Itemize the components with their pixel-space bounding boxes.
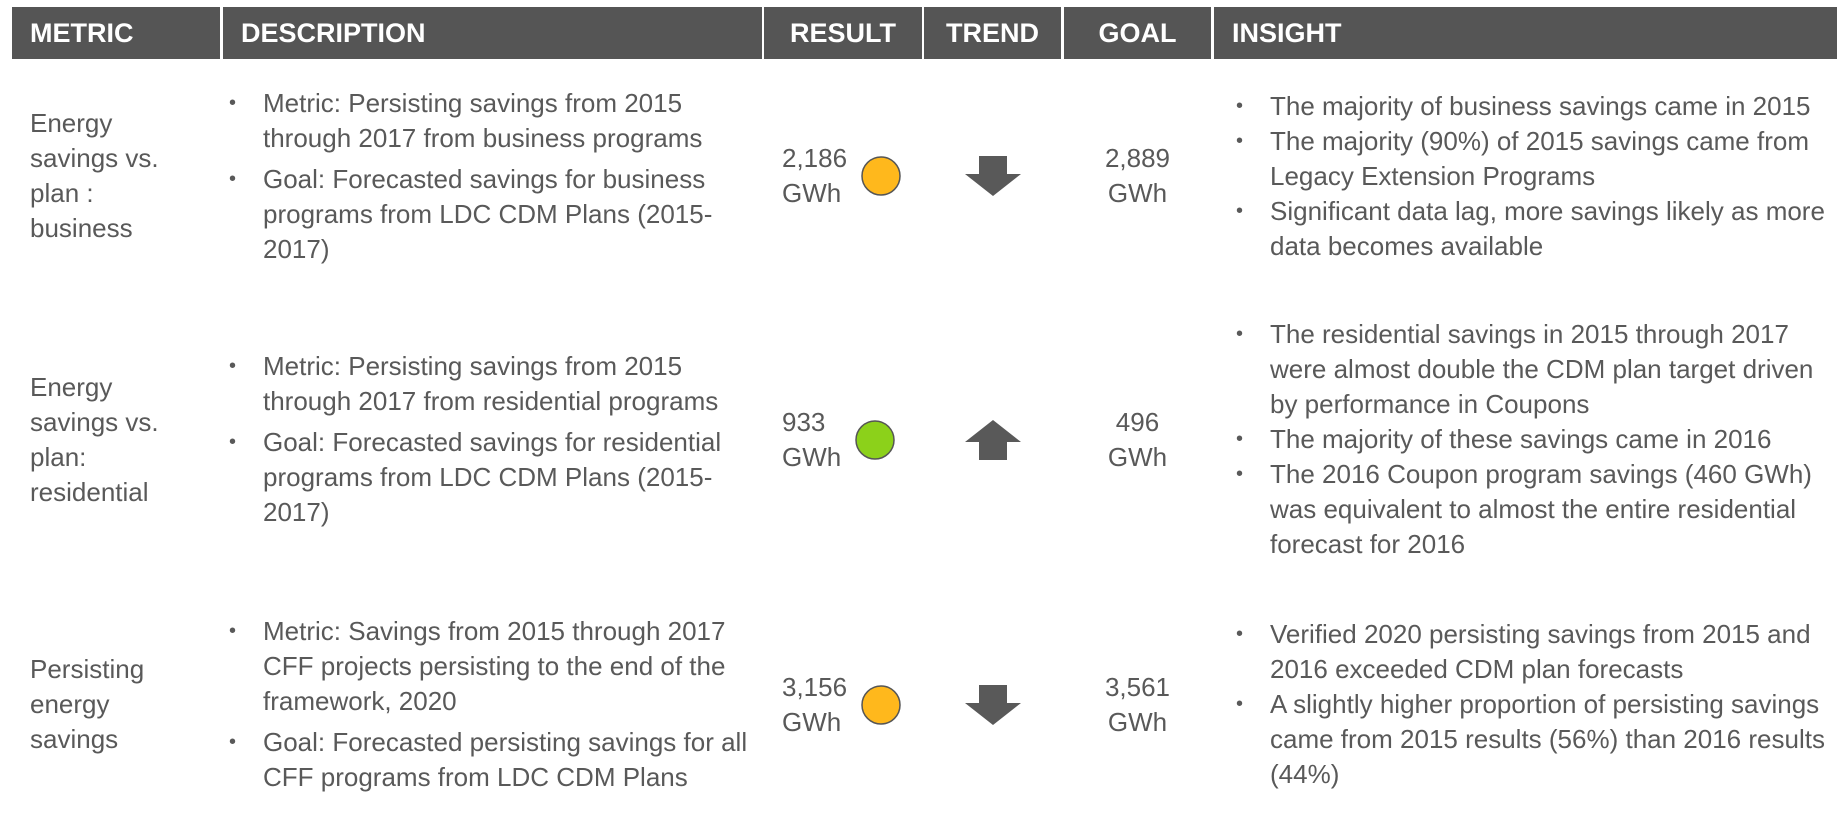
goal-unit: GWh xyxy=(1107,706,1168,737)
insight-item: The majority of these savings came in 20… xyxy=(1236,422,1829,457)
goal-value: 3,561 xyxy=(1104,671,1171,702)
description-item: Metric: Persisting savings from 2015 thr… xyxy=(229,349,752,419)
header-cell: DESCRIPTION xyxy=(223,7,762,59)
insight-item: Significant data lag, more savings likel… xyxy=(1236,194,1829,264)
status-icon xyxy=(861,156,901,196)
description-list: Metric: Persisting savings from 2015 thr… xyxy=(223,86,752,267)
status-icon xyxy=(855,419,895,460)
result-cell: 3,156 GWh xyxy=(764,586,922,823)
status-dot xyxy=(861,684,901,725)
insight-list: The majority of business savings came in… xyxy=(1214,89,1829,264)
result: 933 GWh xyxy=(782,405,841,475)
header-cell: INSIGHT xyxy=(1214,7,1837,59)
description-cell: Metric: Persisting savings from 2015 thr… xyxy=(223,293,762,586)
result-unit: GWh xyxy=(782,441,842,472)
goal: 2,889 GWh xyxy=(1105,141,1170,211)
description-item: Goal: Forecasted persisting savings for … xyxy=(229,725,752,795)
result: 2,186 GWh xyxy=(782,141,847,211)
goal-cell: 2,889 GWh xyxy=(1064,59,1211,293)
insight-item: Verified 2020 persisting savings from 20… xyxy=(1236,617,1829,687)
trend-icon xyxy=(964,156,1021,196)
result-unit: GWh xyxy=(782,178,842,208)
metric: Persisting energy savings xyxy=(30,654,145,754)
goal-unit: GWh xyxy=(1107,178,1168,208)
description-cell: Metric: Persisting savings from 2015 thr… xyxy=(223,59,762,293)
insight-item: A slightly higher proportion of persisti… xyxy=(1236,687,1829,792)
result-unit: GWh xyxy=(782,706,842,737)
status-icon xyxy=(861,684,901,725)
metric-cell: Energy savings vs. plan : business xyxy=(12,59,220,293)
insight-cell: Verified 2020 persisting savings from 20… xyxy=(1214,586,1837,823)
trend-arrow xyxy=(964,684,1021,725)
insight-item: The majority (90%) of 2015 savings came … xyxy=(1236,124,1829,194)
description-item: Goal: Forecasted savings for residential… xyxy=(229,425,752,530)
trend-arrow xyxy=(964,156,1021,196)
insight-item: The 2016 Coupon program savings (460 GWh… xyxy=(1236,457,1829,562)
metric-cell: Energy savings vs. plan: residential xyxy=(12,293,220,586)
trend-cell xyxy=(924,293,1061,586)
trend-cell xyxy=(924,586,1061,823)
header-cell: TREND xyxy=(924,7,1061,59)
trend-icon xyxy=(964,419,1021,460)
description-cell: Metric: Savings from 2015 through 2017 C… xyxy=(223,586,762,823)
insight-cell: The residential savings in 2015 through … xyxy=(1214,293,1837,586)
status-dot xyxy=(861,156,901,196)
header-cell: GOAL xyxy=(1064,7,1211,59)
status-dot xyxy=(855,419,895,460)
result-value: 933 xyxy=(782,406,826,437)
goal-unit: GWh xyxy=(1107,441,1168,472)
trend-cell xyxy=(924,59,1061,293)
insight-cell: The majority of business savings came in… xyxy=(1214,59,1837,293)
goal-value: 2,889 xyxy=(1104,143,1171,173)
trend-icon xyxy=(964,684,1021,725)
description-list: Metric: Persisting savings from 2015 thr… xyxy=(223,349,752,530)
insight-item: The majority of business savings came in… xyxy=(1236,89,1829,124)
insight-list: The residential savings in 2015 through … xyxy=(1214,317,1829,562)
goal: 3,561 GWh xyxy=(1105,670,1170,740)
header-cell: METRIC xyxy=(12,7,220,59)
insight-item: The residential savings in 2015 through … xyxy=(1236,317,1829,422)
goal-cell: 496 GWh xyxy=(1064,293,1211,586)
metric-cell: Persisting energy savings xyxy=(12,586,220,823)
header-cell: RESULT xyxy=(764,7,922,59)
result: 3,156 GWh xyxy=(782,670,847,740)
metric: Energy savings vs. plan : business xyxy=(30,108,159,243)
description-list: Metric: Savings from 2015 through 2017 C… xyxy=(223,614,752,795)
trend-arrow xyxy=(964,419,1021,460)
insight-list: Verified 2020 persisting savings from 20… xyxy=(1214,617,1829,792)
goal: 496 GWh xyxy=(1108,405,1167,475)
result-value: 3,156 xyxy=(782,671,848,702)
result-cell: 933 GWh xyxy=(764,293,922,586)
result-cell: 2,186 GWh xyxy=(764,59,922,293)
goal-cell: 3,561 GWh xyxy=(1064,586,1211,823)
description-item: Metric: Savings from 2015 through 2017 C… xyxy=(229,614,752,719)
description-item: Metric: Persisting savings from 2015 thr… xyxy=(229,86,752,156)
description-item: Goal: Forecasted savings for business pr… xyxy=(229,162,752,267)
goal-value: 496 xyxy=(1115,406,1160,437)
result-value: 2,186 xyxy=(782,143,848,173)
metric: Energy savings vs. plan: residential xyxy=(30,371,159,507)
